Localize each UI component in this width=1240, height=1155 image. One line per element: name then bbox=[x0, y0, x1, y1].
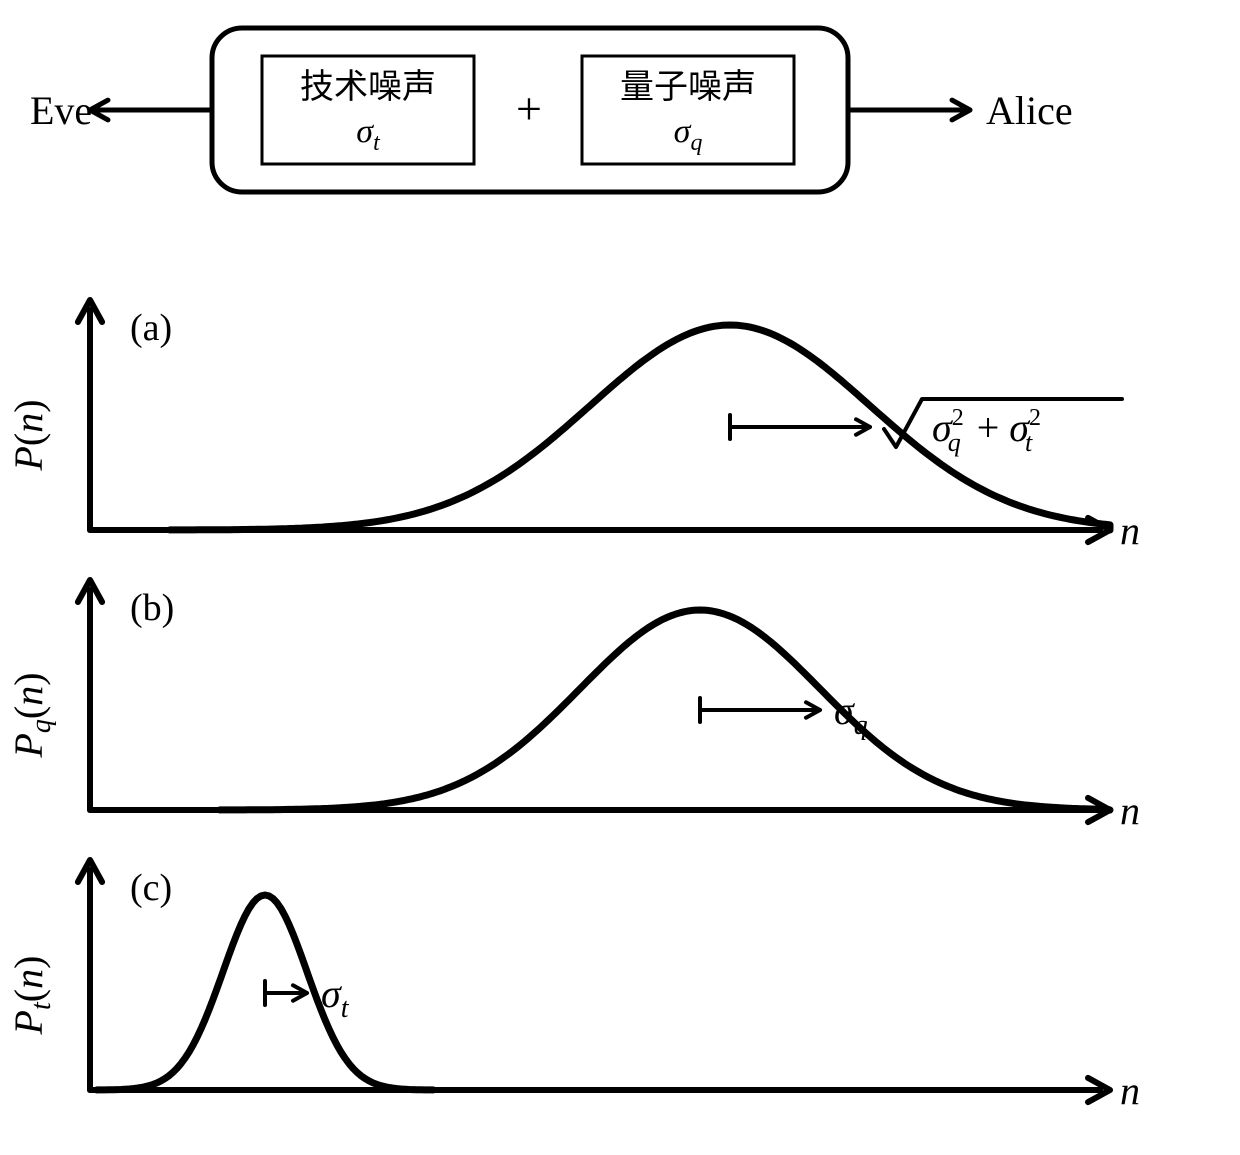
tech-noise-box-sigma: σt bbox=[356, 113, 381, 156]
panel-b-curve bbox=[220, 610, 1110, 810]
quantum-noise-box-label: 量子噪声 bbox=[620, 68, 756, 106]
panel-c-xlabel: n bbox=[1120, 1068, 1140, 1113]
panel-a-xlabel: n bbox=[1120, 508, 1140, 553]
panel-a-tag: (a) bbox=[130, 307, 172, 349]
tech-noise-box-label: 技术噪声 bbox=[300, 68, 436, 106]
panel-b: Pq(n) n (b) σq bbox=[6, 580, 1140, 833]
panel-c: Pt(n)n(c)σt bbox=[6, 860, 1140, 1113]
panel-b-xlabel: n bbox=[1120, 788, 1140, 833]
panel-c-tag: (c) bbox=[130, 867, 172, 909]
panel-b-sigma-label: σq bbox=[834, 688, 868, 741]
plus-sign: + bbox=[516, 83, 542, 134]
panel-c-ylabel: Pt(n) bbox=[6, 956, 57, 1036]
panel-b-ylabel: Pq(n) bbox=[6, 672, 57, 758]
panel-a-sigma-label: σ2q + σ2t bbox=[932, 405, 1041, 457]
panel-b-tag: (b) bbox=[130, 587, 174, 629]
panel-a: P(n) n (a) σ2q + σ2t bbox=[6, 300, 1140, 553]
alice-label: Alice bbox=[986, 88, 1073, 133]
panel-a-ylabel: P(n) bbox=[6, 399, 51, 471]
top-noise-block: 技术噪声 σt 量子噪声 σq + Eve Alice bbox=[30, 28, 1073, 192]
quantum-noise-box-sigma: σq bbox=[674, 113, 703, 156]
eve-label: Eve bbox=[30, 88, 92, 133]
